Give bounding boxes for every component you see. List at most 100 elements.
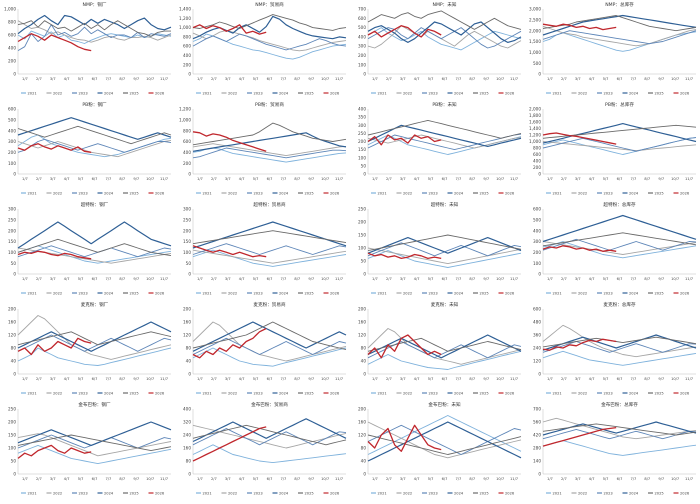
- x-tick-label: 5/7: [428, 277, 434, 281]
- x-tick-label: 10/7: [321, 277, 329, 281]
- x-tick-label: 6/7: [92, 77, 98, 81]
- y-tick-label: 400: [183, 53, 191, 58]
- y-tick-label: 200: [8, 228, 16, 233]
- y-tick-label: 320: [183, 420, 191, 425]
- y-tick-label: 300: [8, 139, 16, 144]
- y-tick-label: 200: [8, 150, 16, 155]
- y-tick-label: 800: [533, 146, 541, 151]
- chart-panel: 金布巴粉：贸易商 0 80 160 240 320 400 1/7 2/7 3/7 4/7 5/7 6/…: [175, 400, 350, 500]
- y-tick-label: 2,000: [529, 107, 541, 112]
- chart-title: 金布巴粉：贸易商: [251, 401, 288, 408]
- y-tick-label: 0: [363, 272, 366, 277]
- x-tick-label: 2/7: [36, 177, 42, 181]
- x-tick-label: 4/7: [239, 177, 245, 181]
- legend-label: 2021: [378, 191, 387, 195]
- x-tick-label: 10/7: [496, 477, 504, 481]
- chart-svg: 麦克粉：贸易商 0 40 80 120 160 200 1/7 2/7 3/7 4/7 5/7 6/7 7…: [183, 301, 347, 395]
- x-tick-label: 9/7: [483, 377, 489, 381]
- legend-label: 2026: [330, 291, 340, 295]
- series-line: [192, 321, 347, 351]
- x-tick-label: 2/7: [561, 277, 567, 281]
- y-tick-label: 560: [533, 420, 541, 425]
- legend-label: 2023: [254, 91, 263, 95]
- chart-title: 麦克粉：总库存: [603, 301, 636, 308]
- x-tick-label: 9/7: [483, 177, 489, 181]
- x-tick-label: 11/7: [335, 77, 343, 81]
- series-line: [367, 25, 442, 38]
- x-tick-label: 6/7: [442, 77, 448, 81]
- series-line: [17, 238, 172, 257]
- x-tick-label: 4/7: [589, 177, 595, 181]
- y-tick-label: 350: [358, 115, 366, 120]
- x-tick-label: 2/7: [561, 77, 567, 81]
- legend-label: 2024: [104, 391, 114, 395]
- y-tick-label: 600: [533, 207, 541, 212]
- chart-panel: 金布巴粉：未知 0 40 80 120 160 200 1/7 2/7 3/7 4/7 5/7 6/7 7…: [350, 400, 525, 500]
- series-line: [542, 341, 697, 353]
- y-tick-label: 120: [183, 333, 191, 338]
- y-tick-label: 1,400: [179, 7, 191, 12]
- x-tick-label: 11/7: [160, 177, 168, 181]
- legend-label: 2022: [228, 91, 237, 95]
- series-line: [367, 27, 522, 51]
- legend-label: 2021: [28, 91, 37, 95]
- y-tick-label: 200: [8, 59, 16, 64]
- y-tick-label: 400: [533, 228, 541, 233]
- chart-svg: 超特粉：贸易商 0 50 100 150 200 250 300 1/7 2/7 3/7 4/7 5/7…: [183, 201, 347, 295]
- legend-label: 2022: [403, 91, 412, 95]
- y-tick-label: 1,000: [179, 25, 191, 30]
- y-tick-label: 120: [8, 333, 16, 338]
- x-tick-label: 7/7: [631, 77, 637, 81]
- x-tick-label: 11/7: [685, 377, 693, 381]
- series-line: [192, 249, 347, 267]
- x-tick-label: 1/7: [547, 277, 553, 281]
- series-line: [367, 10, 522, 30]
- x-tick-label: 2/7: [386, 177, 392, 181]
- x-tick-label: 2/7: [386, 477, 392, 481]
- y-tick-label: 120: [358, 433, 366, 438]
- y-tick-label: 400: [183, 150, 191, 155]
- y-tick-label: 1,000: [529, 50, 541, 55]
- series-line: [542, 23, 617, 31]
- legend-label: 2023: [429, 391, 438, 395]
- y-tick-label: 800: [183, 34, 191, 39]
- series-line: [367, 328, 522, 365]
- x-tick-label: 2/7: [211, 77, 217, 81]
- y-tick-label: 250: [8, 407, 16, 412]
- x-tick-label: 7/7: [456, 77, 462, 81]
- series-line: [542, 14, 697, 36]
- x-tick-label: 7/7: [631, 477, 637, 481]
- x-tick-label: 11/7: [160, 277, 168, 281]
- chart-panel: 金布巴粉：总库存 0 140 280 420 560 700 1/7 2/7 3/7 4/7 5/7 6…: [525, 400, 700, 500]
- legend-label: 2025: [305, 191, 314, 195]
- y-tick-label: 400: [358, 107, 366, 112]
- x-tick-label: 5/7: [253, 77, 259, 81]
- series-line: [17, 14, 172, 35]
- series-line: [17, 444, 92, 459]
- legend-label: 2022: [53, 191, 62, 195]
- x-tick-label: 3/7: [50, 77, 56, 81]
- y-tick-label: 0: [363, 372, 366, 377]
- series-line: [542, 123, 697, 144]
- legend-label: 2021: [28, 191, 37, 195]
- legend-label: 2022: [578, 491, 587, 495]
- legend-label: 2021: [203, 391, 212, 395]
- legend-label: 2023: [79, 391, 88, 395]
- x-tick-label: 10/7: [496, 177, 504, 181]
- x-tick-label: 3/7: [225, 477, 231, 481]
- x-tick-label: 2/7: [561, 377, 567, 381]
- legend-label: 2024: [279, 191, 289, 195]
- x-tick-label: 3/7: [50, 177, 56, 181]
- y-tick-label: 150: [358, 147, 366, 152]
- x-tick-label: 8/7: [469, 377, 475, 381]
- y-tick-label: 40: [361, 459, 367, 464]
- x-tick-label: 6/7: [617, 477, 623, 481]
- x-tick-label: 11/7: [685, 177, 693, 181]
- y-tick-label: 0: [13, 72, 16, 77]
- legend-label: 2024: [454, 291, 464, 295]
- legend-label: 2024: [104, 491, 114, 495]
- y-tick-label: 160: [183, 320, 191, 325]
- legend-label: 2023: [79, 191, 88, 195]
- legend-label: 2023: [429, 291, 438, 295]
- x-tick-label: 2/7: [36, 377, 42, 381]
